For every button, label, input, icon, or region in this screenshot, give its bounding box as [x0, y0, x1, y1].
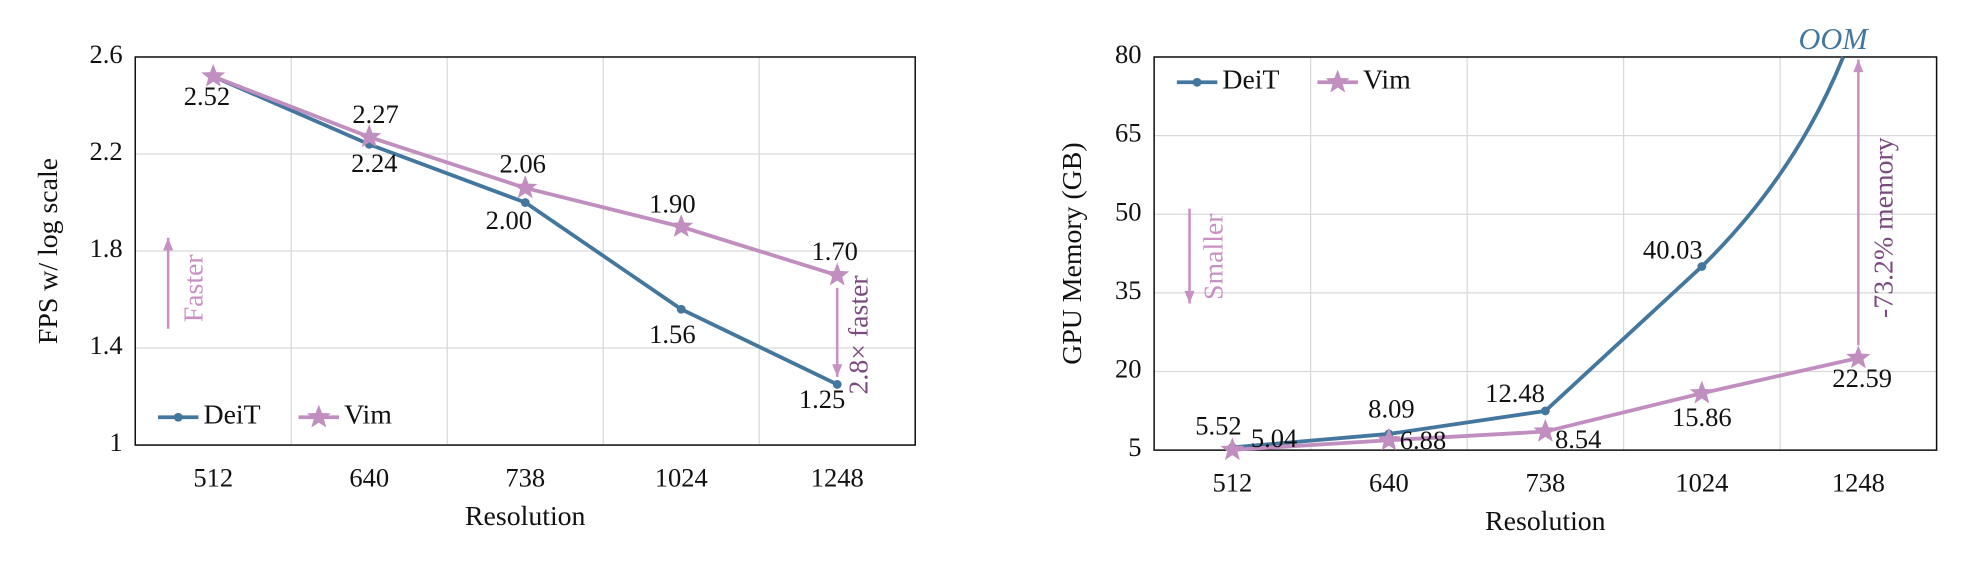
- value-label: 2.27: [352, 99, 398, 129]
- x-tick-label: 738: [1525, 468, 1565, 498]
- legend-label: Vim: [1363, 65, 1411, 96]
- annotation: -73.2% memory: [1869, 137, 1900, 318]
- y-axis-title: FPS w/ log scale: [33, 158, 64, 344]
- plot-frame: [1153, 56, 1938, 451]
- y-axis-title: GPU Memory (GB): [1057, 142, 1088, 364]
- arrow-head: [1184, 290, 1195, 304]
- y-tick-label: 2.6: [89, 39, 122, 69]
- value-label: 22.59: [1832, 363, 1892, 393]
- marker: [1540, 406, 1550, 416]
- annotation: 2.8× faster: [844, 275, 875, 395]
- marker: [1376, 427, 1401, 451]
- y-tick-label: 35: [1115, 275, 1142, 305]
- x-tick-label: 1248: [811, 463, 864, 493]
- x-axis-title: Resolution: [465, 501, 586, 532]
- marker: [669, 214, 694, 237]
- arrow-head: [163, 237, 174, 251]
- legend-label: DeiT: [204, 400, 261, 431]
- marker: [1846, 345, 1871, 369]
- marker: [357, 124, 382, 148]
- marker: [1533, 418, 1558, 442]
- value-label: 5.52: [1195, 411, 1241, 441]
- annotation: Smaller: [1198, 213, 1229, 300]
- marker: [1689, 380, 1714, 404]
- marker: [520, 198, 530, 207]
- y-tick-label: 5: [1128, 432, 1141, 462]
- arrow-head: [1853, 59, 1864, 73]
- value-label: 6.88: [1400, 425, 1446, 455]
- annotation: Faster: [178, 254, 209, 323]
- marker: [825, 262, 850, 286]
- value-label: 1.90: [649, 189, 695, 219]
- y-tick-label: 1.8: [89, 233, 122, 263]
- marker: [513, 175, 538, 199]
- value-label: 1.56: [649, 319, 695, 349]
- marker: [201, 63, 226, 87]
- x-tick-label: 1024: [655, 463, 708, 493]
- x-tick-label: 512: [193, 463, 233, 493]
- legend-marker: [173, 412, 183, 422]
- value-label: 8.54: [1555, 424, 1601, 454]
- x-tick-label: 738: [505, 463, 545, 493]
- value-label: 8.09: [1368, 393, 1414, 423]
- marker: [1220, 437, 1245, 461]
- y-tick-label: 2.2: [89, 136, 122, 166]
- x-tick-label: 1248: [1832, 468, 1885, 498]
- marker: [676, 304, 686, 314]
- x-tick-label: 640: [1369, 468, 1409, 498]
- y-tick-label: 80: [1115, 39, 1142, 69]
- plot-frame: [134, 56, 916, 446]
- series-line: [1232, 265, 1704, 450]
- value-label: 2.52: [184, 81, 230, 111]
- legend-label: Vim: [344, 400, 392, 431]
- arrow-head: [832, 364, 843, 377]
- value-label: 1.25: [799, 384, 845, 414]
- y-tick-label: 1: [109, 427, 122, 457]
- marker: [832, 380, 842, 389]
- legend-marker: [306, 404, 331, 428]
- value-label: 2.24: [351, 148, 397, 178]
- legend-marker: [1325, 69, 1350, 93]
- oom-extension: [1700, 56, 1845, 268]
- y-tick-label: 65: [1115, 118, 1142, 148]
- value-label: 40.03: [1643, 235, 1703, 265]
- value-label: 2.00: [486, 205, 532, 235]
- value-label: 15.86: [1672, 402, 1732, 432]
- value-label: 12.48: [1485, 378, 1545, 408]
- x-tick-label: 512: [1212, 468, 1252, 498]
- annotation: OOM: [1799, 22, 1870, 56]
- legend-label: DeiT: [1222, 65, 1279, 96]
- y-tick-label: 1.4: [89, 330, 122, 360]
- x-tick-label: 1024: [1675, 468, 1728, 498]
- value-label: 1.70: [811, 236, 857, 266]
- y-tick-label: 50: [1115, 196, 1142, 226]
- x-tick-label: 640: [349, 463, 389, 493]
- legend-marker: [1192, 77, 1202, 87]
- y-tick-label: 20: [1115, 354, 1142, 384]
- value-label: 2.06: [499, 149, 545, 179]
- marker: [1697, 262, 1707, 271]
- value-label: 5.04: [1251, 423, 1297, 453]
- x-axis-title: Resolution: [1485, 506, 1606, 537]
